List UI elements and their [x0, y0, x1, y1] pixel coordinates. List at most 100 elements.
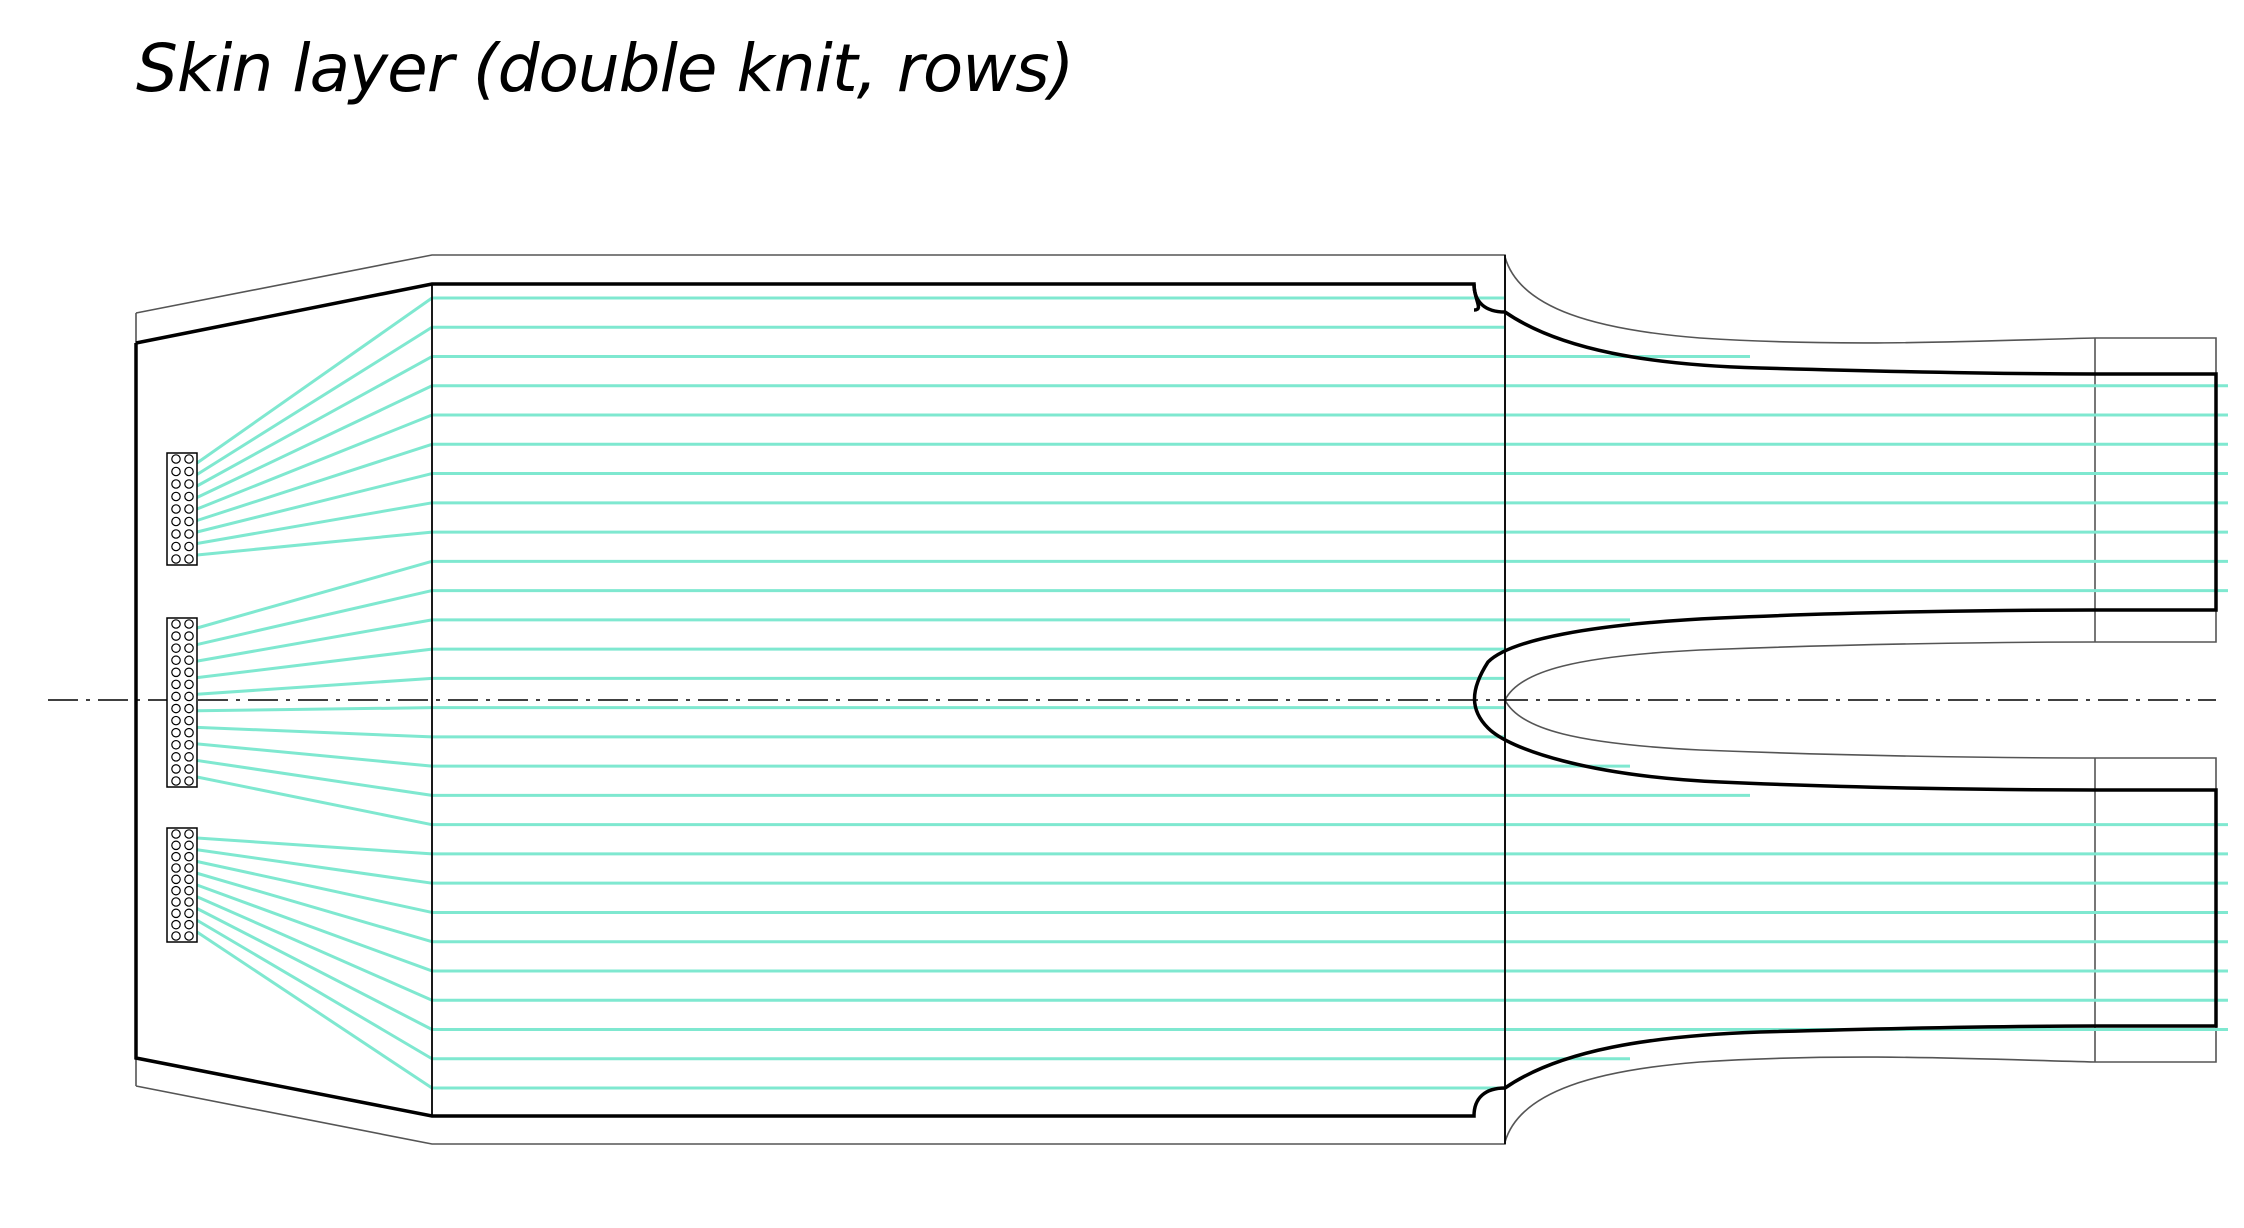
carrier-hole	[184, 491, 194, 502]
carrier-hole	[171, 541, 181, 552]
carrier-hole	[184, 776, 194, 786]
carrier-hole	[171, 516, 181, 527]
carrier-hole	[171, 655, 181, 666]
carrier-hole	[184, 885, 194, 896]
inner-outline	[134, 282, 2218, 1118]
carrier-hole	[184, 752, 194, 762]
carrier-hole	[171, 739, 181, 750]
row-feed-6	[196, 472, 433, 534]
carrier-hole	[171, 619, 181, 629]
carrier-hole	[171, 752, 181, 762]
inner-outline-left-taper	[135, 282, 1481, 345]
carrier-hole	[184, 679, 194, 690]
row-feed-5	[196, 442, 433, 522]
carrier-hole	[171, 829, 181, 839]
carrier-hole	[171, 919, 181, 930]
carrier-hole	[184, 619, 194, 629]
row-feed-3	[196, 384, 433, 499]
inner-outline-body-top	[1472, 283, 1506, 314]
row-feed-17	[196, 758, 433, 797]
carrier-hole	[171, 885, 181, 896]
carrier-hole	[184, 541, 194, 552]
carrier-hole	[184, 908, 194, 919]
carrier-hole	[184, 703, 194, 714]
inner-outline-upper-leg-top	[1472, 310, 2218, 1090]
row-feed-11	[196, 618, 433, 663]
carrier-hole	[184, 691, 194, 702]
inner-outline-body-bottom	[134, 343, 1506, 1118]
diagram-title: Skin layer (double knit, rows)	[136, 30, 1074, 107]
carrier-hole	[184, 764, 194, 774]
carrier-hole	[184, 897, 194, 907]
row-feed-19	[196, 836, 433, 856]
carrier-hole	[171, 691, 181, 702]
carrier-hole	[184, 516, 194, 527]
carrier-hole	[184, 454, 194, 464]
row-feed-4	[196, 413, 433, 511]
row-feed-16	[196, 742, 433, 768]
yarn-carriers	[166, 452, 198, 943]
carrier-hole	[171, 554, 181, 564]
row-feed-15	[196, 725, 433, 739]
carrier-hole	[184, 851, 194, 862]
carrier-hole	[184, 504, 194, 514]
row-feed-10	[196, 589, 433, 647]
carrier-hole	[171, 715, 181, 726]
carrier-hole	[171, 667, 181, 678]
carrier-hole	[171, 863, 181, 873]
carrier-hole	[171, 479, 181, 489]
carrier-hole	[171, 874, 181, 885]
carrier-hole	[171, 504, 181, 514]
carrier-hole	[171, 727, 181, 738]
carrier-hole	[184, 727, 194, 738]
row-feed-13	[196, 676, 433, 696]
row-feed-21	[196, 860, 433, 914]
carrier-hole	[184, 840, 194, 851]
carrier-hole	[184, 715, 194, 726]
outer-outline-upper-leg	[1504, 256, 2217, 701]
carrier-hole	[171, 764, 181, 774]
carrier-hole	[184, 667, 194, 678]
carrier-hole	[184, 863, 194, 873]
carrier-hole	[171, 466, 181, 477]
carrier-hole	[171, 454, 181, 464]
carrier-hole	[184, 554, 194, 564]
carrier-hole	[171, 491, 181, 502]
carrier-hole	[171, 897, 181, 907]
row-feed-2	[196, 355, 433, 488]
row-feed-1	[196, 325, 433, 476]
carrier-hole	[184, 919, 194, 930]
row-feed-27	[196, 930, 433, 1090]
carrier-hole	[184, 874, 194, 885]
knit-rows	[196, 296, 2228, 1090]
row-feed-20	[196, 848, 433, 885]
row-feed-23	[196, 883, 433, 973]
carrier-hole	[184, 631, 194, 641]
carrier-hole	[184, 829, 194, 839]
row-feed-8	[196, 530, 433, 557]
carrier-hole	[171, 679, 181, 690]
yarn-carrier-middle	[166, 617, 198, 788]
carrier-hole	[171, 703, 181, 714]
row-feed-12	[196, 647, 433, 680]
row-feed-26	[196, 918, 433, 1061]
carrier-hole	[184, 931, 194, 941]
row-feed-9	[196, 559, 433, 630]
carrier-hole	[171, 840, 181, 851]
row-feed-0	[196, 296, 433, 465]
carrier-hole	[184, 529, 194, 539]
carrier-hole	[184, 655, 194, 666]
row-feed-18	[196, 775, 433, 827]
row-feed-7	[196, 501, 433, 545]
carrier-hole	[171, 776, 181, 786]
carrier-hole	[171, 529, 181, 539]
row-feed-25	[196, 907, 433, 1031]
carrier-hole	[184, 739, 194, 750]
carrier-hole	[171, 851, 181, 862]
carrier-hole	[184, 466, 194, 477]
row-feed-22	[196, 871, 433, 944]
carrier-hole	[171, 631, 181, 641]
carrier-hole	[184, 643, 194, 653]
